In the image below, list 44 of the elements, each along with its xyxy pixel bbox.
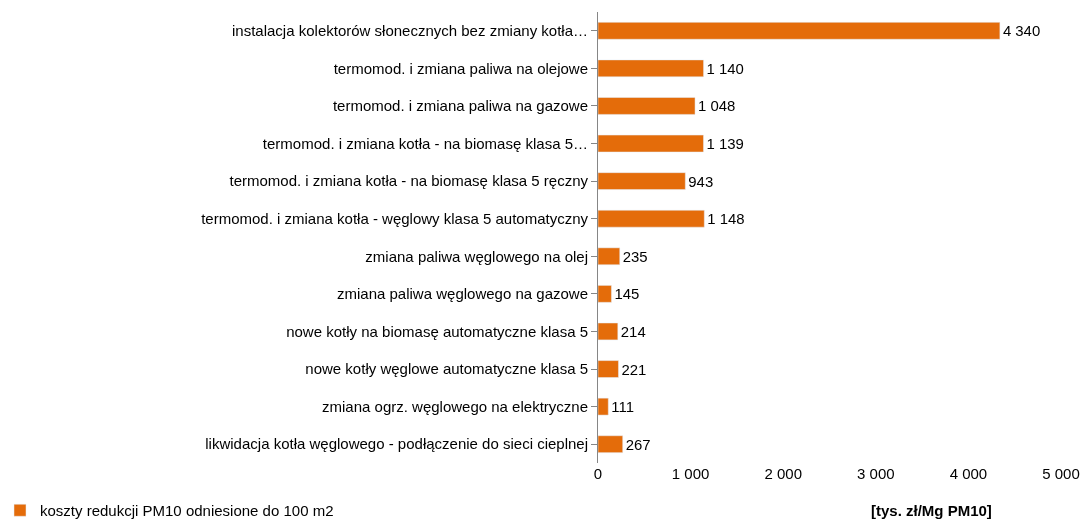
y-tick-label: zmiana paliwa węglowego na gazowe — [337, 285, 588, 303]
y-tick-label: zmiana ogrz. węglowego na elektryczne — [322, 397, 588, 415]
data-label: 214 — [620, 322, 646, 340]
data-label: 235 — [622, 247, 648, 265]
x-axis-title: [tys. zł/Mg PM10] — [871, 502, 992, 519]
y-tick-label: termomod. i zmiana kotła - na biomasę klasa 5 ręczny — [229, 172, 589, 190]
x-tick-label: 2 000 — [764, 465, 802, 482]
bar — [598, 247, 621, 265]
bar — [598, 285, 612, 303]
data-label: 1 148 — [707, 210, 745, 228]
x-tick-label: 1 000 — [671, 465, 710, 482]
bar — [598, 360, 619, 378]
bar — [598, 172, 686, 190]
bar — [598, 397, 609, 416]
y-tick-label: nowe kotły węglowe automatyczne klasa 5 — [305, 360, 588, 378]
data-label: 1 139 — [706, 135, 744, 153]
y-tick-label: nowe kotły na biomasę automatyczne klasa 5 — [286, 322, 588, 340]
data-label: 221 — [621, 360, 647, 378]
y-tick-label: termomod. i zmiana kotła - na biomasę klasa 5… — [262, 134, 588, 152]
y-tick-label: termomod. i zmiana paliwa na olejowe — [333, 59, 588, 77]
y-tick-label: termomod. i zmiana paliwa na gazowe — [332, 97, 588, 115]
legend-label: koszty redukcji PM10 odniesione do 100 m2 — [40, 502, 334, 520]
data-label: 145 — [614, 285, 640, 303]
bar — [598, 97, 696, 115]
data-label: 267 — [625, 435, 651, 453]
bar — [598, 435, 623, 453]
bar — [598, 322, 619, 341]
data-label: 1 140 — [706, 59, 744, 77]
data-label: 111 — [611, 398, 634, 416]
y-tick-label: likwidacja kotła węglowego - podłączenie do sieci cieplnej — [205, 435, 588, 453]
bar — [598, 210, 705, 228]
y-tick-label: instalacja kolektorów słonecznych bez zmiany kotła… — [232, 22, 588, 40]
data-label: 1 048 — [698, 97, 736, 115]
bar — [598, 134, 704, 153]
y-tick-label: zmiana paliwa węglowego na olej — [365, 247, 588, 265]
x-tick-label: 5 000 — [1042, 465, 1080, 482]
x-tick-label: 4 000 — [949, 465, 988, 482]
x-tick-label: 0 — [593, 465, 603, 482]
bar — [598, 59, 704, 78]
x-tick-label: 3 000 — [857, 465, 895, 482]
data-label: 4 340 — [1002, 22, 1041, 40]
bar — [598, 22, 1001, 40]
data-label: 943 — [688, 172, 714, 190]
y-tick-label: termomod. i zmiana kotła - węglowy klasa 5 automatyczny — [201, 209, 589, 227]
